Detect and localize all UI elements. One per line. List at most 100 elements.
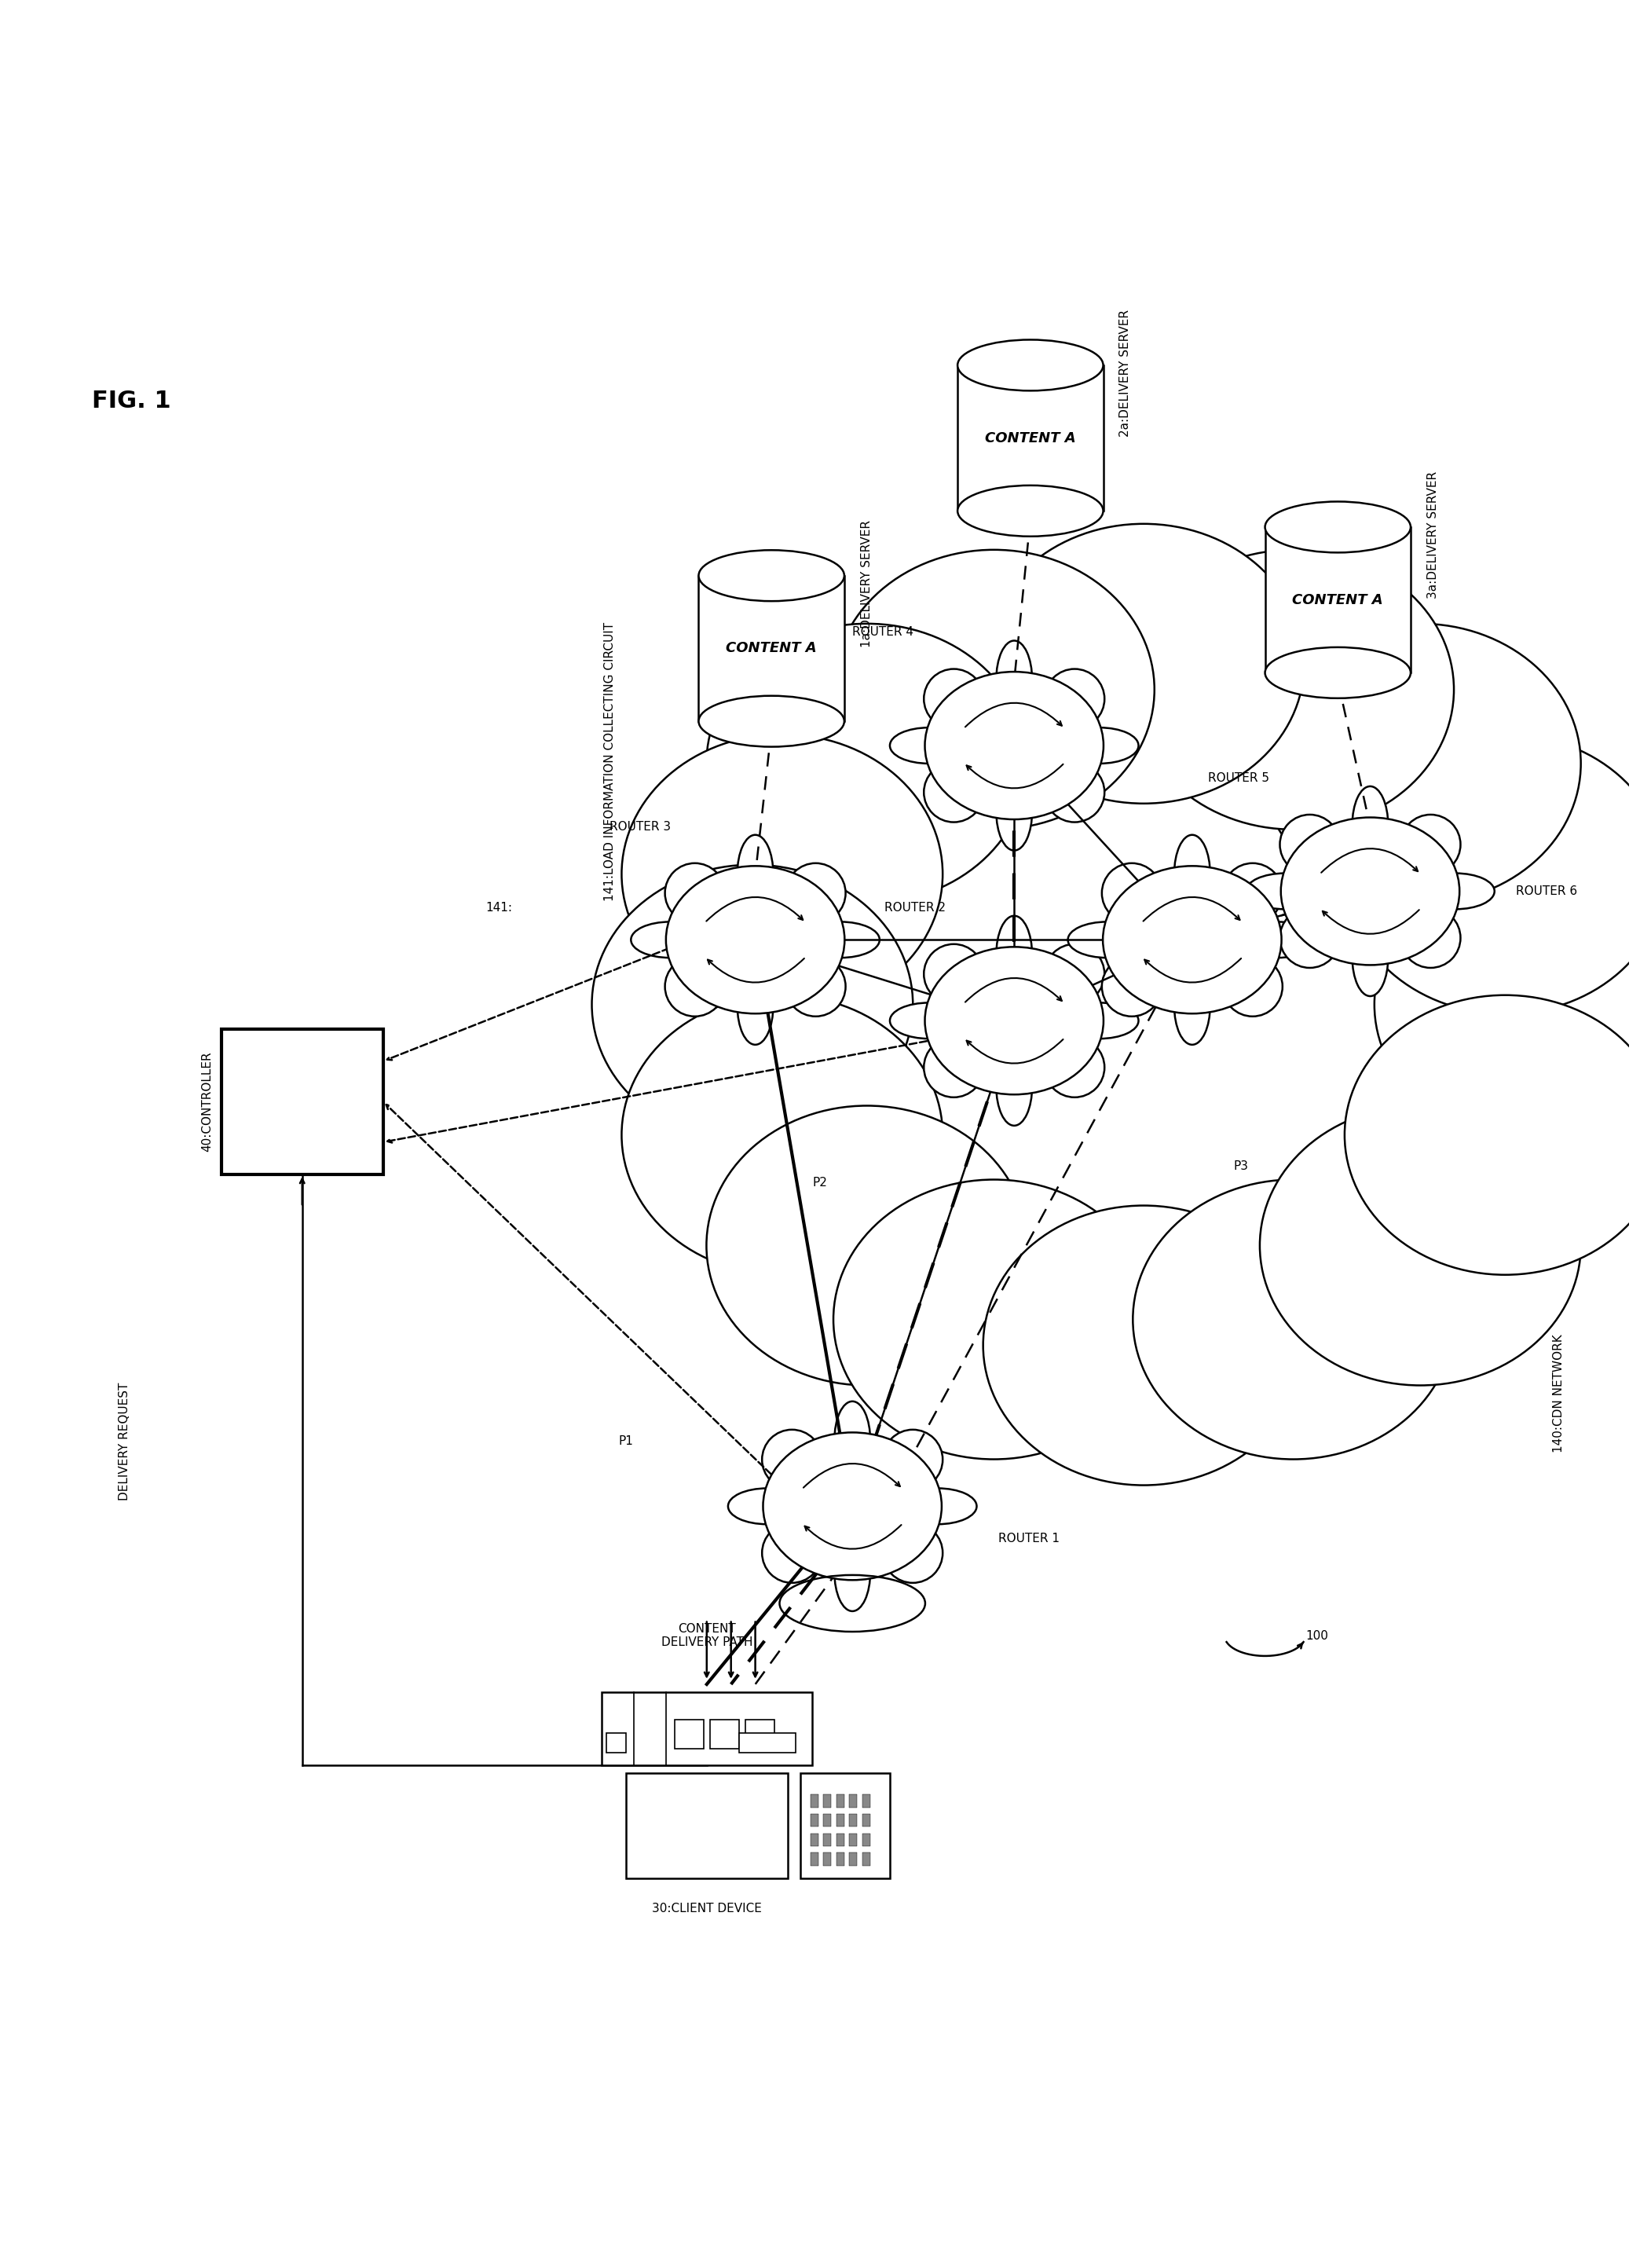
Ellipse shape (982, 524, 1304, 803)
Bar (699, 576, 845, 721)
Bar (746, 1719, 774, 1749)
Ellipse shape (1045, 1036, 1104, 1098)
Text: P2: P2 (812, 1177, 828, 1188)
Text: CONTENT A: CONTENT A (986, 431, 1076, 445)
Bar (800, 1774, 889, 1878)
Text: 100: 100 (1305, 1631, 1328, 1642)
Ellipse shape (1238, 921, 1317, 957)
Ellipse shape (1401, 907, 1461, 968)
Ellipse shape (1133, 1179, 1455, 1458)
Text: 1a:DELIVERY SERVER: 1a:DELIVERY SERVER (861, 519, 872, 646)
Ellipse shape (882, 1429, 943, 1490)
Ellipse shape (763, 1524, 822, 1583)
Bar (823, 1833, 831, 1846)
Text: DELIVERY REQUEST: DELIVERY REQUEST (118, 1383, 130, 1501)
Text: CONTENT A: CONTENT A (727, 642, 817, 655)
Bar (740, 1733, 795, 1753)
Ellipse shape (923, 1036, 984, 1098)
Ellipse shape (1068, 921, 1146, 957)
Ellipse shape (1281, 816, 1460, 964)
Text: ROUTER 6: ROUTER 6 (1515, 885, 1578, 898)
Ellipse shape (958, 485, 1104, 535)
Ellipse shape (1174, 966, 1210, 1046)
Ellipse shape (923, 762, 984, 823)
Ellipse shape (835, 1533, 871, 1610)
Ellipse shape (1353, 787, 1387, 864)
Ellipse shape (1174, 835, 1210, 912)
Ellipse shape (891, 1002, 968, 1039)
Ellipse shape (882, 1524, 943, 1583)
Ellipse shape (738, 966, 772, 1046)
Ellipse shape (1223, 864, 1282, 923)
Ellipse shape (1061, 1002, 1138, 1039)
Text: 30:CLIENT DEVICE: 30:CLIENT DEVICE (651, 1903, 761, 1914)
Ellipse shape (925, 948, 1104, 1095)
Text: CONTENT A: CONTENT A (1292, 592, 1383, 608)
Ellipse shape (666, 866, 845, 1014)
Bar (836, 1853, 845, 1867)
Text: FIG. 1: FIG. 1 (92, 390, 171, 413)
Text: P1: P1 (618, 1436, 633, 1447)
Bar (850, 1833, 858, 1846)
Ellipse shape (1345, 996, 1640, 1275)
Ellipse shape (763, 1429, 822, 1490)
Bar (607, 1733, 626, 1753)
Ellipse shape (1102, 866, 1281, 1014)
Ellipse shape (995, 640, 1032, 719)
Ellipse shape (1223, 957, 1282, 1016)
Bar (626, 1774, 787, 1878)
Text: ROUTER 5: ROUTER 5 (1209, 771, 1269, 785)
Ellipse shape (1246, 873, 1323, 909)
Ellipse shape (899, 1488, 977, 1524)
Ellipse shape (1260, 624, 1581, 903)
Ellipse shape (592, 864, 913, 1145)
Bar (810, 1794, 818, 1808)
Ellipse shape (786, 957, 846, 1016)
Bar (863, 1794, 871, 1808)
Bar (863, 1853, 871, 1867)
Bar (674, 1719, 704, 1749)
Bar (710, 1719, 740, 1749)
Bar (810, 1833, 818, 1846)
Text: 3a:DELIVERY SERVER: 3a:DELIVERY SERVER (1427, 472, 1438, 599)
Ellipse shape (1279, 814, 1340, 875)
Ellipse shape (925, 671, 1104, 819)
Text: 2a:DELIVERY SERVER: 2a:DELIVERY SERVER (1120, 311, 1132, 438)
Ellipse shape (833, 1179, 1155, 1458)
Text: ROUTER 4: ROUTER 4 (853, 626, 913, 637)
Ellipse shape (1264, 646, 1410, 699)
Ellipse shape (1374, 864, 1640, 1145)
Ellipse shape (1102, 957, 1161, 1016)
Text: 141:LOAD INFORMATION COLLECTING CIRCUIT: 141:LOAD INFORMATION COLLECTING CIRCUIT (604, 621, 615, 900)
Bar (221, 1030, 384, 1175)
Ellipse shape (1260, 1107, 1581, 1386)
Ellipse shape (699, 551, 845, 601)
Text: ROUTER 2: ROUTER 2 (884, 900, 946, 914)
Text: ROUTER 1: ROUTER 1 (999, 1533, 1059, 1545)
Ellipse shape (707, 624, 1028, 903)
Bar (836, 1833, 845, 1846)
Text: 140:CDN NETWORK: 140:CDN NETWORK (1553, 1334, 1565, 1452)
Ellipse shape (763, 1433, 941, 1581)
Ellipse shape (631, 921, 708, 957)
Bar (850, 1794, 858, 1808)
Bar (602, 1692, 812, 1765)
Text: 40:CONTROLLER: 40:CONTROLLER (202, 1052, 213, 1152)
Bar (850, 1853, 858, 1867)
Ellipse shape (664, 864, 725, 923)
Bar (823, 1814, 831, 1826)
Text: ROUTER 3: ROUTER 3 (610, 821, 671, 832)
Ellipse shape (1133, 549, 1455, 830)
Ellipse shape (1345, 735, 1640, 1014)
Ellipse shape (664, 957, 725, 1016)
Ellipse shape (1264, 501, 1410, 553)
Ellipse shape (1401, 814, 1461, 875)
Ellipse shape (995, 1048, 1032, 1125)
Bar (810, 1814, 818, 1826)
Ellipse shape (1061, 728, 1138, 764)
Bar (823, 1794, 831, 1808)
Ellipse shape (891, 728, 968, 764)
Text: CONTENT
DELIVERY PATH: CONTENT DELIVERY PATH (661, 1624, 753, 1649)
Bar (958, 365, 1104, 510)
Bar (836, 1814, 845, 1826)
